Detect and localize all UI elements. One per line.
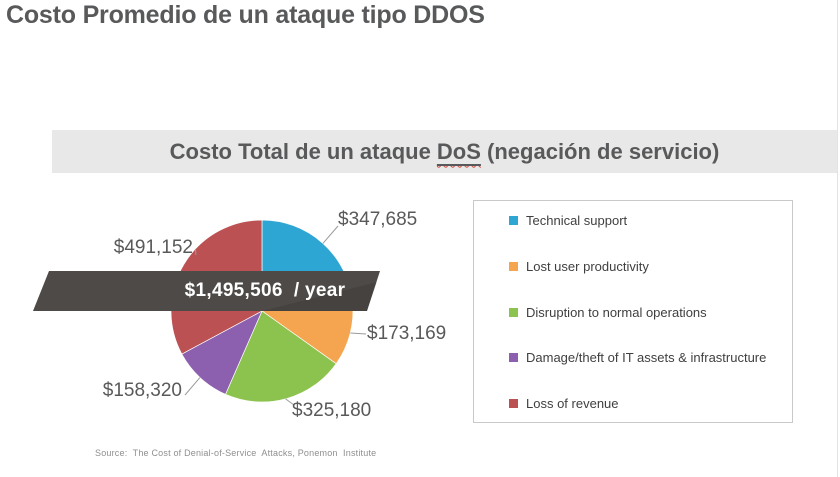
window-edge-line xyxy=(837,0,838,477)
legend-label: Technical support xyxy=(526,213,628,228)
total-cost-label: $1,495,506 / year xyxy=(184,280,346,301)
ribbon-shade-facet xyxy=(262,282,377,311)
pie-slice-2 xyxy=(225,310,337,403)
leader-line-1 xyxy=(350,332,367,335)
leader-line-2 xyxy=(285,398,295,406)
legend-swatch-orange xyxy=(509,261,518,271)
legend-swatch-blue xyxy=(509,216,518,225)
legend-label: Lost user productivity xyxy=(526,258,649,274)
value-label-damage-theft: $158,320 xyxy=(102,380,182,401)
legend-swatch-green xyxy=(509,307,518,317)
legend-item-technical-support: Technical support xyxy=(509,213,792,228)
leader-lines-group xyxy=(184,225,367,406)
total-ribbon xyxy=(33,271,380,311)
legend-list: Technical support Lost user productivity… xyxy=(474,201,792,424)
legend-swatch-red xyxy=(509,399,518,408)
legend-swatch-purple xyxy=(509,353,518,363)
legend-label: Damage/theft of IT assets & infrastructu… xyxy=(526,350,767,366)
legend-label: Disruption to normal operations xyxy=(526,304,707,320)
leader-line-0 xyxy=(322,225,339,244)
value-label-disruption-operations: $325,180 xyxy=(292,400,372,421)
section-header-text-part1: Costo Total de un ataque xyxy=(169,138,437,164)
section-header-text-part2: (negación de servicio) xyxy=(480,138,720,164)
section-header-bar: Costo Total de un ataque DoS (negación d… xyxy=(52,130,837,173)
value-label-loss-of-revenue: $491,152 xyxy=(113,237,193,258)
value-label-technical-support: $347,685 xyxy=(338,209,418,230)
legend-box: Technical support Lost user productivity… xyxy=(473,200,793,423)
leader-line-4 xyxy=(194,248,197,256)
legend-label: Loss of revenue xyxy=(526,396,619,411)
legend-item-damage-theft: Damage/theft of IT assets & infrastructu… xyxy=(509,350,792,365)
page-title: Costo Promedio de un ataque tipo DDOS xyxy=(6,1,485,29)
legend-item-disruption-operations: Disruption to normal operations xyxy=(509,305,792,320)
section-header-dos-word: DoS xyxy=(436,138,481,164)
legend-item-loss-of-revenue: Loss of revenue xyxy=(509,396,792,411)
value-label-lost-user-productivity: $173,169 xyxy=(367,323,447,344)
source-note: Source: The Cost of Denial-of-Service At… xyxy=(95,448,377,458)
legend-item-lost-user-productivity: Lost user productivity xyxy=(509,259,792,274)
leader-line-3 xyxy=(184,377,201,396)
